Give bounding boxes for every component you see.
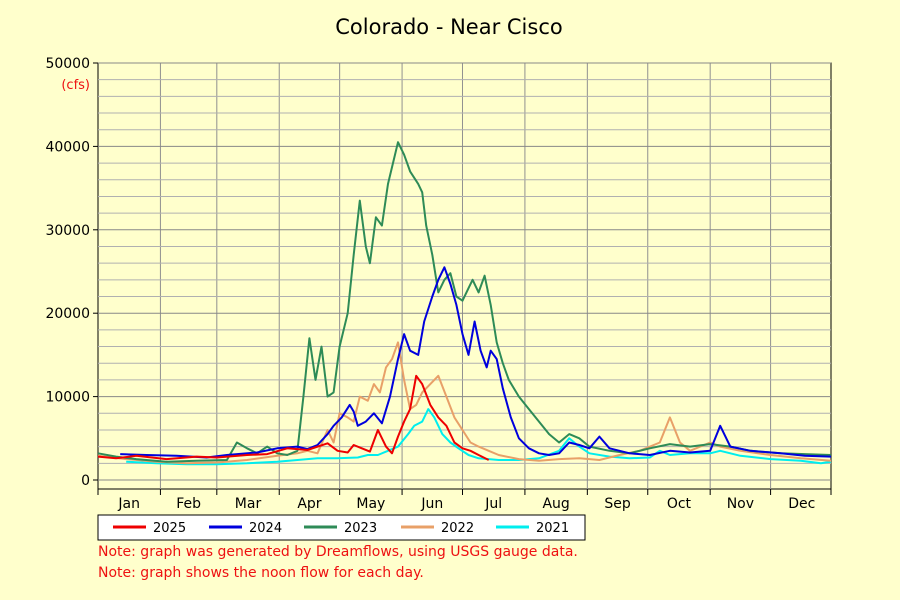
x-tick-label: May <box>356 496 385 512</box>
x-tick-label: Jan <box>117 496 140 512</box>
series-line-2024 <box>120 266 832 459</box>
x-tick-label: Mar <box>235 496 262 512</box>
series-line-2025 <box>97 374 490 461</box>
legend: 2025 2024 2023 2022 2021 <box>97 514 586 541</box>
legend-label-2025: 2025 <box>153 521 186 536</box>
legend-label-2023: 2023 <box>344 521 377 536</box>
plot-area <box>97 62 832 490</box>
legend-label-2022: 2022 <box>441 521 474 536</box>
series-line-2023 <box>97 141 832 463</box>
x-tick-label: Nov <box>727 496 754 512</box>
y-tick-label: 50000 <box>45 56 90 72</box>
x-tick-label: Jun <box>420 496 443 512</box>
series-line-2022 <box>97 341 832 465</box>
x-tick-label: Jul <box>484 496 502 512</box>
note-data-source: Note: graph was generated by Dreamflows,… <box>98 544 578 560</box>
x-tick-label: Oct <box>667 496 692 512</box>
series-lines <box>97 141 832 466</box>
y-tick-label: 30000 <box>45 223 90 239</box>
y-axis-unit-label: (cfs) <box>61 78 90 93</box>
y-tick-label: 10000 <box>45 390 90 406</box>
x-tick-label: Sep <box>604 496 631 512</box>
y-tick-label: 20000 <box>45 306 90 322</box>
x-tick-label: Feb <box>176 496 201 512</box>
y-tick-label: 40000 <box>45 139 90 155</box>
axes: 0 10000 20000 30000 40000 50000 Jan Feb Mar Apr Ma… <box>45 56 832 512</box>
chart-title: Colorado - Near Cisco <box>335 15 562 39</box>
note-noon-flow: Note: graph shows the noon flow for each… <box>98 565 424 581</box>
legend-label-2021: 2021 <box>536 521 569 536</box>
series-line-2021 <box>126 408 832 466</box>
x-tick-label: Apr <box>297 496 321 512</box>
x-tick-label: Aug <box>542 496 569 512</box>
grid-lines <box>98 62 831 489</box>
legend-label-2024: 2024 <box>249 521 282 536</box>
x-tick-label: Dec <box>788 496 815 512</box>
y-tick-label: 0 <box>81 473 90 489</box>
